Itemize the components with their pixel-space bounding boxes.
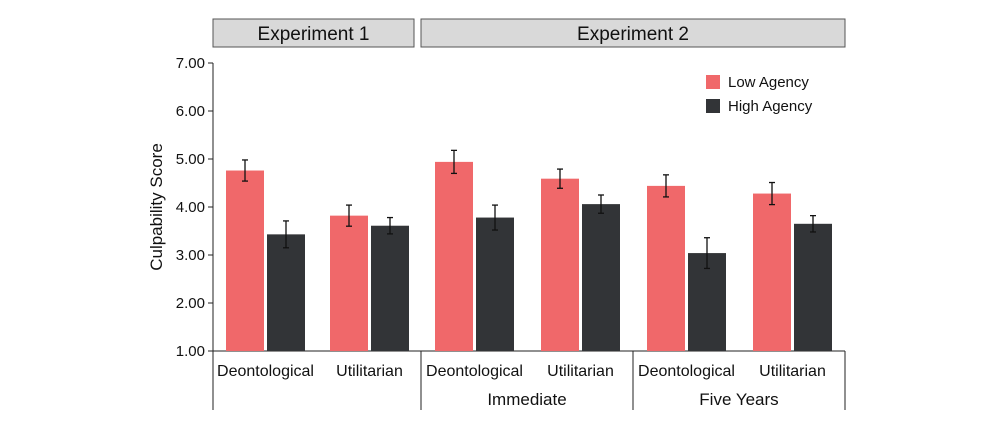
group-label: Five Years xyxy=(699,390,778,409)
bar-high-agency xyxy=(582,204,620,351)
legend-label: High Agency xyxy=(728,98,813,115)
y-tick-label: 6.00 xyxy=(176,103,205,120)
bar-low-agency xyxy=(753,193,791,351)
x-tick-label: Deontological xyxy=(217,363,314,380)
panel-header-label: Experiment 2 xyxy=(577,24,689,45)
bar-high-agency xyxy=(476,217,514,351)
x-tick-label: Utilitarian xyxy=(759,363,826,380)
legend-swatch xyxy=(706,99,720,113)
bar-high-agency xyxy=(794,223,832,351)
bar-high-agency xyxy=(688,253,726,351)
x-tick-label: Deontological xyxy=(638,363,735,380)
bar-low-agency xyxy=(435,161,473,351)
y-tick-label: 7.00 xyxy=(176,55,205,72)
y-tick-label: 4.00 xyxy=(176,199,205,216)
x-tick-label: Utilitarian xyxy=(336,363,403,380)
legend-label: Low Agency xyxy=(728,74,809,91)
y-tick-label: 5.00 xyxy=(176,151,205,168)
bar-high-agency xyxy=(371,225,409,351)
y-tick-label: 1.00 xyxy=(176,343,205,360)
x-tick-label: Utilitarian xyxy=(547,363,614,380)
bar-low-agency xyxy=(330,215,368,351)
panel-header-box xyxy=(212,18,415,48)
y-tick-label: 3.00 xyxy=(176,247,205,264)
bars xyxy=(226,149,832,351)
panel-header-box xyxy=(420,18,846,48)
bar-low-agency xyxy=(647,185,685,351)
panel-header-label: Experiment 1 xyxy=(258,24,370,45)
labels: 1.00 2.00 3.00 4.00 5.00 6.00 7.00 Culpability … xyxy=(147,55,826,409)
legend: Low Agency High Agency xyxy=(706,74,813,115)
legend-swatch xyxy=(706,75,720,89)
bar-low-agency xyxy=(541,178,579,351)
y-tick-label: 2.00 xyxy=(176,295,205,312)
group-label: Immediate xyxy=(487,390,566,409)
panel-headers: Experiment 1 Experiment 2 xyxy=(212,18,846,48)
bar-low-agency xyxy=(226,170,264,351)
axes xyxy=(208,62,846,410)
bar-high-agency xyxy=(267,234,305,351)
x-tick-label: Deontological xyxy=(426,363,523,380)
y-axis-label: Culpability Score xyxy=(147,143,166,271)
